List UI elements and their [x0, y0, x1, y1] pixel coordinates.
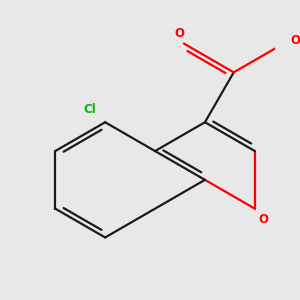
Text: O: O [175, 27, 185, 40]
Text: O: O [290, 34, 300, 47]
Text: O: O [259, 213, 269, 226]
Text: Cl: Cl [83, 103, 96, 116]
